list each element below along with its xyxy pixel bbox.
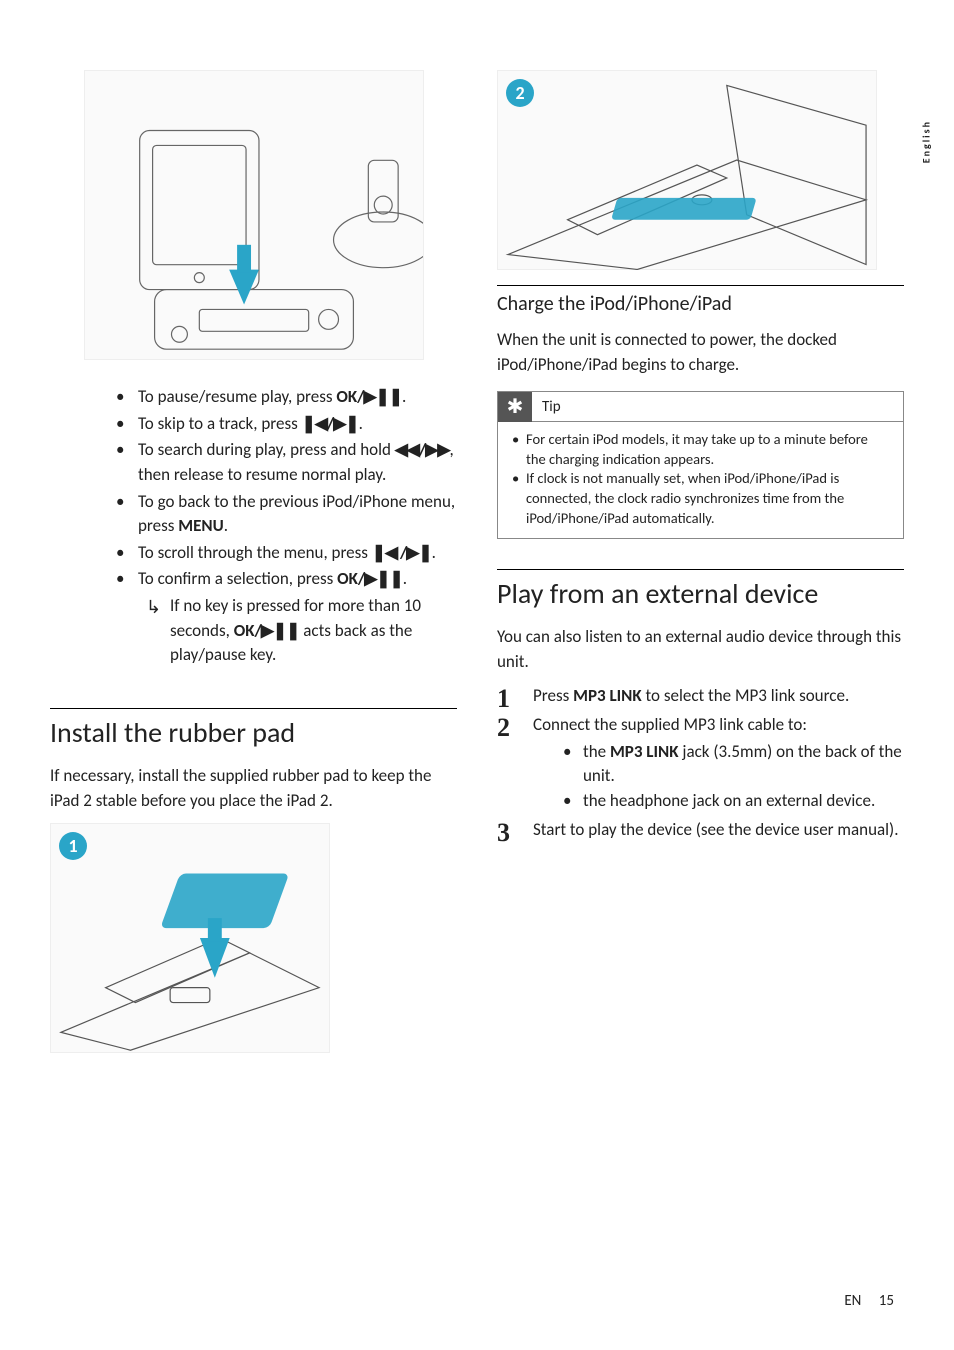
external-intro: You can also listen to an external audio… [497, 625, 904, 674]
tip-item: If clock is not manually set, when iPod/… [512, 469, 889, 528]
tip-box-header: ✱ Tip [498, 392, 903, 422]
asterisk-icon: ✱ [498, 392, 532, 422]
tip-box-title: Tip [532, 398, 561, 416]
right-column: 2 Charge the iPod/iPhone/iPad When the u… [497, 70, 904, 1053]
bullet-skip-track: To skip to a track, press ❚◀/▶❚. [110, 412, 457, 437]
section-title-rubber-pad: Install the rubber pad [50, 708, 457, 750]
bullet-search: To search during play, press and hold ◀◀… [110, 438, 457, 487]
step-2: Connect the supplied MP3 link cable to: … [497, 713, 904, 814]
side-language-tab: English [919, 120, 932, 163]
step-2-sub: the MP3 LINK jack (3.5mm) on the back of… [563, 740, 904, 789]
illustration-step-1: 1 [50, 823, 330, 1053]
tip-box: ✱ Tip For certain iPod models, it may ta… [497, 391, 904, 539]
page-columns: To pause/resume play, press OK/▶❚❚. To s… [50, 70, 904, 1053]
footer-page-number: 15 [879, 1292, 894, 1310]
page-footer: EN 15 [844, 1292, 894, 1310]
charge-body: When the unit is connected to power, the… [497, 328, 904, 377]
playback-instructions-list: To pause/resume play, press OK/▶❚❚. To s… [50, 385, 457, 592]
left-column: To pause/resume play, press OK/▶❚❚. To s… [50, 70, 457, 1053]
bullet-confirm: To confirm a selection, press OK/▶❚❚. [110, 567, 457, 592]
rubber-pad-body: If necessary, install the supplied rubbe… [50, 764, 457, 813]
step-3: Start to play the device (see the device… [497, 818, 904, 843]
illustration-dock-ipod [84, 70, 424, 360]
subsection-title-charge: Charge the iPod/iPhone/iPad [497, 285, 904, 316]
footer-lang: EN [844, 1292, 861, 1310]
tip-box-body: For certain iPod models, it may take up … [498, 422, 903, 538]
bullet-confirm-subnote: If no key is pressed for more than 10 se… [50, 594, 457, 668]
tip-item: For certain iPod models, it may take up … [512, 430, 889, 469]
bullet-scroll-menu: To scroll through the menu, press ❚◀ /▶❚… [110, 541, 457, 566]
step-1: Press MP3 LINK to select the MP3 link so… [497, 684, 904, 709]
section-title-external-device: Play from an external device [497, 569, 904, 611]
external-steps-list: Press MP3 LINK to select the MP3 link so… [497, 684, 904, 842]
illustration-step-2: 2 [497, 70, 877, 270]
step-badge-2: 2 [506, 79, 534, 107]
bullet-pause-resume: To pause/resume play, press OK/▶❚❚. [110, 385, 457, 410]
bullet-back-menu: To go back to the previous iPod/iPhone m… [110, 490, 457, 539]
step-2-sub: the headphone jack on an external device… [563, 789, 904, 814]
